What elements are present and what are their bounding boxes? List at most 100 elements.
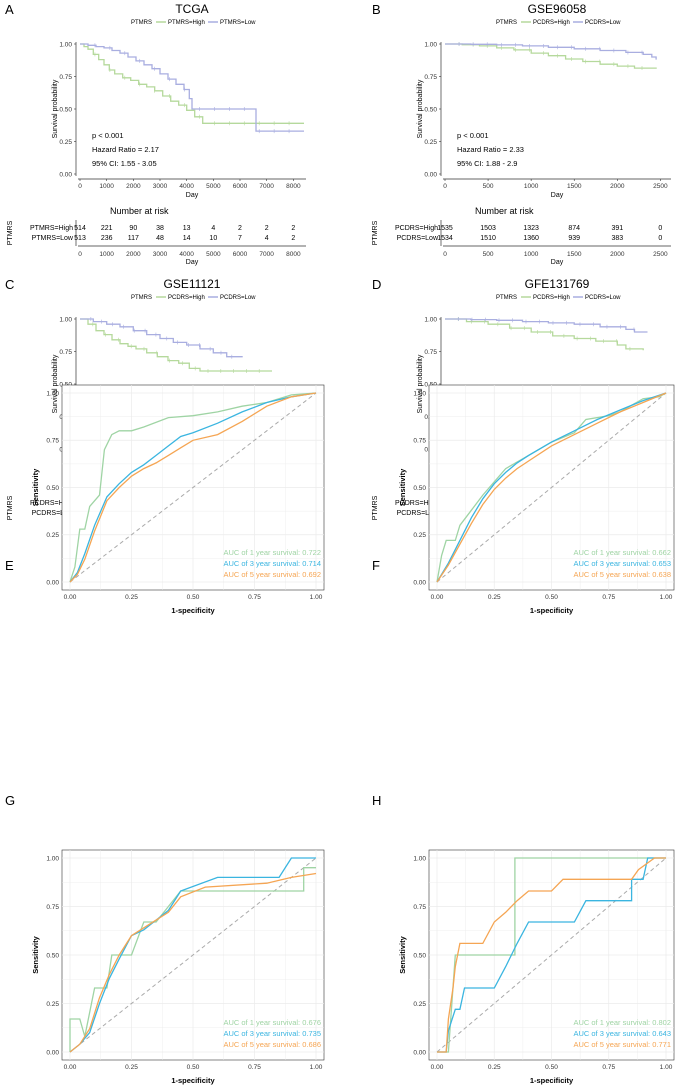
- roc-curve-1-year: [69, 867, 316, 1052]
- risk-value: 236: [101, 235, 113, 242]
- x-tick-label: 500: [483, 183, 494, 190]
- panel-letter: D: [372, 277, 381, 292]
- risk-x-tick-label: 1500: [567, 251, 582, 258]
- km-curve-low: [80, 318, 243, 358]
- legend-entry-low: PCDRS=Low: [220, 295, 256, 301]
- legend: PTMRS PCDRS=High PCDRS=Low: [131, 295, 256, 301]
- legend-entry-low: PCDRS=Low: [585, 20, 621, 26]
- legend-title: PTMRS: [496, 295, 517, 301]
- y-tick-label: 0.00: [59, 171, 72, 178]
- km-curve-low: [445, 318, 648, 333]
- roc-curve-3-year: [437, 857, 666, 1053]
- x-tick-label: 0: [443, 183, 447, 190]
- x-tick-label: 0.50: [187, 594, 200, 601]
- y-tick-label: 0.75: [413, 438, 426, 445]
- y-tick-label: 0.75: [59, 349, 72, 356]
- y-tick-label: 0.75: [424, 349, 437, 356]
- y-tick-label: 0.75: [59, 74, 72, 81]
- risk-value: 1503: [480, 225, 496, 232]
- x-axis-label: 1-specificity: [530, 1076, 574, 1085]
- x-tick-label: 0.50: [545, 1064, 558, 1071]
- risk-value: 1535: [437, 225, 453, 232]
- risk-y-axis-label: PTMRS: [7, 495, 14, 520]
- x-axis-label: 1-specificity: [171, 606, 215, 615]
- risk-value: 117: [128, 235, 139, 242]
- x-tick-label: 0.00: [64, 1064, 77, 1071]
- legend-entry-high: PTMRS=High: [168, 20, 205, 26]
- auc-label: AUC of 1 year survival: 0.662: [573, 548, 671, 557]
- x-tick-label: 6000: [233, 183, 248, 190]
- risk-value: 391: [611, 225, 623, 232]
- x-tick-label: 0.75: [602, 594, 615, 601]
- risk-value: 513: [74, 235, 86, 242]
- y-tick-label: 1.00: [424, 41, 437, 48]
- y-tick-label: 0.00: [46, 579, 59, 586]
- risk-value: 1510: [480, 235, 496, 242]
- y-tick-label: 0.25: [46, 532, 59, 539]
- risk-value: 2: [265, 225, 269, 232]
- risk-value: 90: [129, 225, 137, 232]
- y-tick-label: 0.50: [413, 952, 426, 959]
- legend: PTMRS PTMRS=High PTMRS=Low: [131, 20, 256, 26]
- legend-entry-high: PCDRS=High: [533, 295, 570, 301]
- y-tick-label: 0.00: [424, 171, 437, 178]
- risk-table-title: Number at risk: [110, 206, 169, 216]
- x-tick-label: 1.00: [310, 594, 323, 601]
- risk-y-axis-label: PTMRS: [372, 495, 379, 520]
- risk-x-tick-label: 1000: [99, 251, 114, 258]
- risk-value: 48: [156, 235, 164, 242]
- roc-panel-F: F 0.00 0.00 0.25 0.25 0.50 0.50 0.75 0.75 1.00 1.0…: [372, 384, 675, 615]
- km-curve-high: [80, 318, 272, 372]
- auc-label: AUC of 3 year survival: 0.653: [573, 559, 671, 568]
- risk-value: 0: [658, 235, 662, 242]
- diagonal-reference: [69, 857, 317, 1053]
- diagonal-reference: [436, 857, 667, 1053]
- y-axis-label: Survival probability: [417, 354, 424, 413]
- y-axis-label: Survival probability: [52, 354, 59, 413]
- x-axis-label: Day: [186, 192, 199, 199]
- x-tick-label: 0.50: [187, 1064, 200, 1071]
- x-tick-label: 0.75: [248, 594, 261, 601]
- x-tick-label: 1.00: [660, 1064, 673, 1071]
- auc-label: AUC of 1 year survival: 0.722: [223, 548, 321, 557]
- x-tick-label: 3000: [153, 183, 168, 190]
- x-axis-label: 1-specificity: [530, 606, 574, 615]
- roc-curve-3-year: [69, 857, 316, 1053]
- risk-value: 1534: [437, 235, 453, 242]
- risk-value: 10: [209, 235, 217, 242]
- risk-x-tick-label: 8000: [286, 251, 301, 258]
- y-tick-label: 0.25: [413, 532, 426, 539]
- panel-letter: H: [372, 793, 381, 808]
- chart-title: GSE11121: [164, 277, 221, 291]
- y-tick-label: 1.00: [59, 316, 72, 323]
- x-tick-label: 2000: [610, 183, 625, 190]
- risk-x-tick-label: 3000: [153, 251, 168, 258]
- risk-table: Number at risk PCDRS=High 1535 1503 1323 874 3…: [372, 206, 671, 266]
- y-tick-label: 1.00: [46, 855, 59, 862]
- auc-label: AUC of 1 year survival: 0.676: [223, 1018, 321, 1027]
- y-axis-label: Survival probability: [52, 79, 59, 138]
- y-axis-label: Survival probability: [417, 79, 424, 138]
- y-tick-label: 0.50: [46, 952, 59, 959]
- risk-value: 2: [238, 225, 242, 232]
- legend-title: PTMRS: [131, 295, 152, 301]
- chart-title: GSE96058: [528, 2, 587, 16]
- x-tick-label: 4000: [179, 183, 194, 190]
- y-tick-label: 0.75: [46, 904, 59, 911]
- panel-letter: F: [372, 558, 380, 573]
- roc-curve-5-year: [436, 392, 667, 583]
- risk-x-tick-label: 0: [443, 251, 447, 258]
- y-tick-label: 1.00: [59, 41, 72, 48]
- hazard-ratio: Hazard Ratio = 2.17: [92, 145, 159, 154]
- km-curve-high: [445, 43, 657, 69]
- legend-entry-low: PCDRS=Low: [585, 295, 621, 301]
- y-axis-label: Sensitivity: [398, 935, 407, 973]
- risk-value: 383: [611, 235, 623, 242]
- risk-value: 0: [658, 225, 662, 232]
- x-tick-label: 0.50: [545, 594, 558, 601]
- auc-label: AUC of 3 year survival: 0.643: [573, 1029, 671, 1038]
- x-tick-label: 5000: [206, 183, 221, 190]
- km-curve-high: [445, 318, 644, 351]
- chart-title: TCGA: [175, 2, 208, 16]
- risk-value: 874: [568, 225, 580, 232]
